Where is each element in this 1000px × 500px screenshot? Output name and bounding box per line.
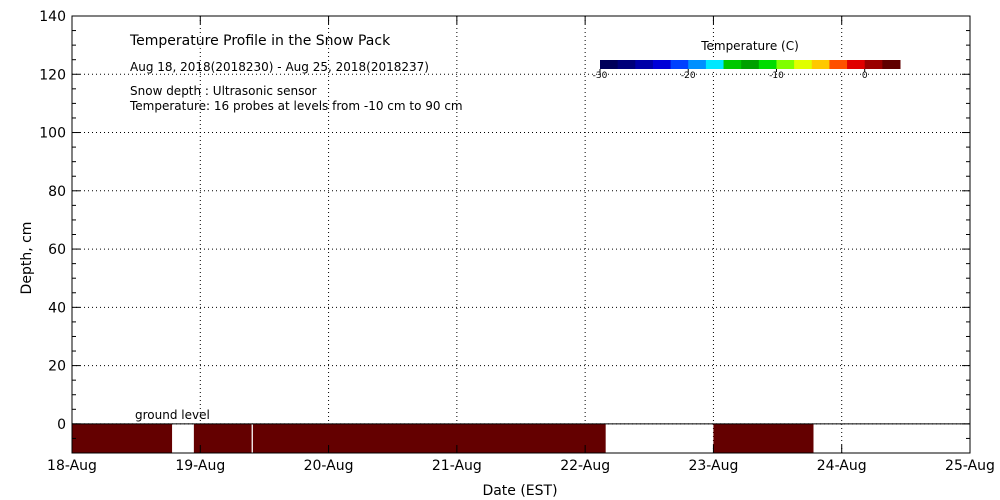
colorbar-swatch bbox=[723, 60, 742, 69]
colorbar-swatch bbox=[705, 60, 725, 69]
colorbar: Temperature (C) -30 -20 -10 0 bbox=[593, 39, 901, 81]
y-tick-label: 80 bbox=[48, 184, 66, 200]
heatmap-cell bbox=[72, 423, 173, 453]
y-tick-label: 140 bbox=[39, 9, 66, 25]
y-axis: 0 20 40 60 80 100 120 140 bbox=[39, 9, 970, 439]
x-tick-label: 19-Aug bbox=[175, 458, 225, 474]
colorbar-swatch bbox=[776, 60, 795, 69]
x-tick-label: 21-Aug bbox=[432, 458, 482, 474]
x-tick-label: 18-Aug bbox=[47, 458, 97, 474]
colorbar-swatch bbox=[741, 60, 760, 69]
colorbar-swatch bbox=[617, 60, 636, 69]
y-tick-label: 60 bbox=[48, 242, 66, 258]
plot-area bbox=[72, 16, 970, 453]
colorbar-ticks: -30 -20 -10 0 bbox=[593, 69, 868, 81]
y-axis-label: Depth, cm bbox=[19, 222, 35, 295]
colorbar-swatch bbox=[635, 60, 654, 69]
x-axis-label: Date (EST) bbox=[482, 483, 557, 499]
y-tick-label: 120 bbox=[39, 67, 66, 83]
colorbar-swatch bbox=[758, 60, 777, 69]
colorbar-swatch bbox=[847, 60, 866, 69]
colorbar-swatch bbox=[794, 60, 813, 69]
x-axis: 18-Aug 19-Aug 20-Aug 21-Aug 22-Aug 23-Aug 24-A… bbox=[47, 16, 995, 474]
colorbar-swatch bbox=[600, 60, 619, 69]
heatmap-cells bbox=[72, 423, 814, 453]
colorbar-tick-label: 0 bbox=[862, 71, 868, 81]
x-tick-label: 24-Aug bbox=[817, 458, 867, 474]
y-tick-label: 0 bbox=[57, 417, 66, 433]
colorbar-tick-label: -20 bbox=[681, 71, 696, 81]
y-tick-label: 40 bbox=[48, 300, 66, 316]
colorbar-swatches bbox=[600, 60, 901, 69]
note-temperature: Temperature: 16 probes at levels from -1… bbox=[129, 99, 463, 113]
heatmap-cell bbox=[713, 423, 814, 453]
x-tick-label: 22-Aug bbox=[560, 458, 610, 474]
chart-title: Temperature Profile in the Snow Pack bbox=[129, 33, 391, 49]
colorbar-swatch bbox=[829, 60, 848, 69]
colorbar-title: Temperature (C) bbox=[700, 39, 799, 53]
y-tick-label: 100 bbox=[39, 126, 66, 142]
x-tick-label: 23-Aug bbox=[688, 458, 738, 474]
colorbar-tick-label: -10 bbox=[769, 71, 784, 81]
heatmap-cell bbox=[252, 423, 606, 453]
x-tick-label: 25-Aug bbox=[945, 458, 995, 474]
colorbar-swatch bbox=[652, 60, 672, 69]
colorbar-swatch bbox=[688, 60, 707, 69]
colorbar-swatch bbox=[670, 60, 689, 69]
x-tick-label: 20-Aug bbox=[304, 458, 354, 474]
colorbar-tick-label: -30 bbox=[593, 71, 608, 81]
colorbar-swatch bbox=[811, 60, 830, 69]
colorbar-swatch bbox=[882, 60, 901, 69]
note-snow-depth: Snow depth : Ultrasonic sensor bbox=[130, 84, 317, 98]
colorbar-swatch bbox=[864, 60, 883, 69]
chart-subtitle: Aug 18, 2018(2018230) - Aug 25, 2018(201… bbox=[130, 60, 429, 74]
y-tick-label: 20 bbox=[48, 359, 66, 375]
heatmap-cell bbox=[193, 423, 252, 453]
ground-level-label: ground level bbox=[135, 408, 210, 422]
